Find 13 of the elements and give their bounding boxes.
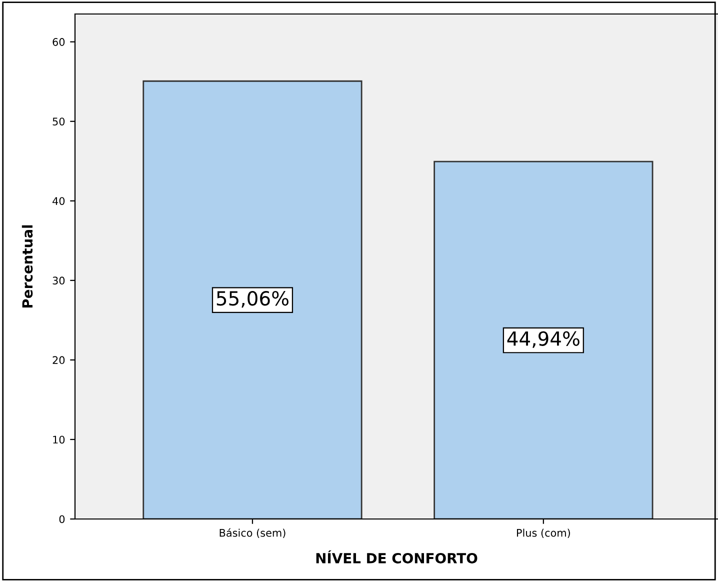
y-tick-label: 40 <box>52 197 65 205</box>
y-tick-label: 30 <box>52 276 65 285</box>
y-tick-label: 0 <box>59 515 65 524</box>
y-tick-label: 20 <box>52 356 65 364</box>
y-tick-label: 50 <box>52 118 65 126</box>
x-axis-title: NÍVEL DE CONFORTO <box>316 550 478 564</box>
y-tick-label: 60 <box>52 38 65 46</box>
data-label: 55,06% <box>216 290 288 308</box>
x-tick-label: Plus (com) <box>517 528 570 538</box>
y-tick-label: 10 <box>53 436 65 444</box>
data-label: 44,94% <box>507 331 580 348</box>
y-axis-title: Percentual <box>22 225 33 308</box>
x-tick-label: Básico (sem) <box>220 528 286 538</box>
